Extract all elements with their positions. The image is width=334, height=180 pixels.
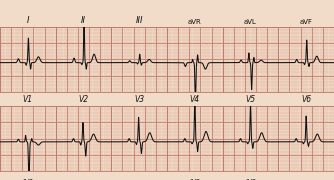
Text: 1/2: 1/2 <box>189 179 200 180</box>
Text: V4: V4 <box>190 95 200 104</box>
Text: V5: V5 <box>245 95 256 104</box>
Text: V2: V2 <box>78 95 89 104</box>
Text: V3: V3 <box>134 95 144 104</box>
Text: aVF: aVF <box>300 19 313 25</box>
Text: aVR: aVR <box>188 19 202 25</box>
Text: 1/2: 1/2 <box>245 179 256 180</box>
Text: III: III <box>135 16 143 25</box>
Text: aVL: aVL <box>244 19 257 25</box>
Text: I: I <box>27 16 29 25</box>
Text: II: II <box>81 16 86 25</box>
Text: 1/2: 1/2 <box>22 179 33 180</box>
Text: V1: V1 <box>23 95 33 104</box>
Text: V6: V6 <box>301 95 311 104</box>
